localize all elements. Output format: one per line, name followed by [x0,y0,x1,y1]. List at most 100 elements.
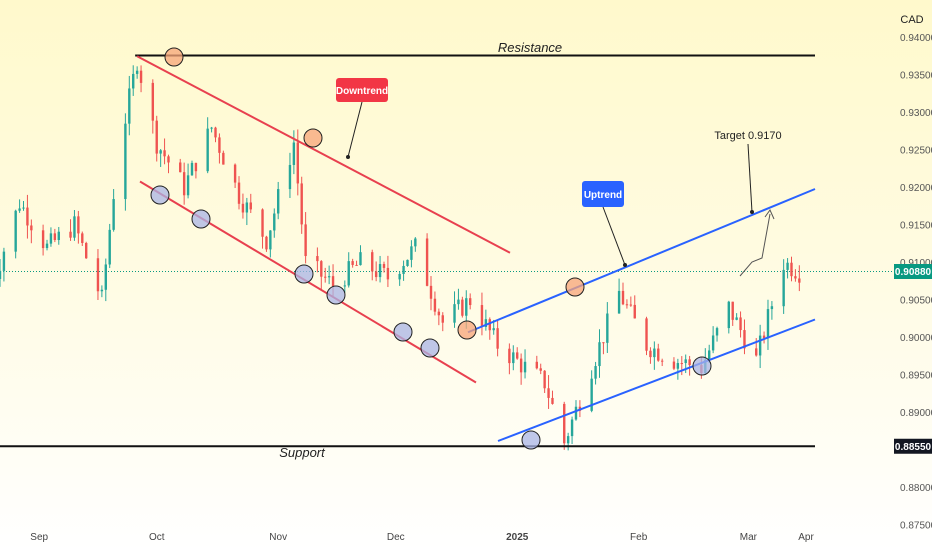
resistance-label: Resistance [498,40,562,55]
candle-body [606,313,609,343]
candle-body [739,317,742,331]
touch-circle-resistance [457,320,477,340]
candle-body [731,301,734,320]
candle-body [49,233,53,244]
candle-body [69,231,72,238]
candle-body [222,152,225,165]
candle-body [167,156,170,163]
uptrend-upper-line [467,188,816,334]
candle-body [355,264,358,266]
candle-body [273,213,276,231]
candle-body [468,298,472,306]
candle-body [735,317,738,320]
x-tick-label: Dec [387,532,405,543]
candle-body [73,216,76,238]
support-label: Support [279,445,326,460]
candle-body [300,183,303,225]
candle-body [249,202,252,210]
candle-body [790,262,793,277]
downtrend-badge-label: Downtrend [336,86,388,97]
candle-body [484,319,488,327]
candle-body [128,88,131,124]
candle-body [104,264,107,290]
touch-circle-support [420,338,440,358]
candle-body [237,182,241,204]
candle-body [602,342,605,344]
candle-body [535,361,539,369]
target-pointer-dot [750,210,754,214]
candle-body [574,406,578,420]
candle-body [276,189,280,214]
candle-body [182,172,186,196]
candle-body [22,207,25,209]
uptrend-lower-line [497,318,816,442]
touch-circle-support [191,209,211,229]
touch-circle-resistance [565,277,585,297]
candle-body [480,305,484,327]
candle-body [135,70,139,74]
candle-body [2,251,6,271]
candle-body [657,348,660,361]
touch-circle-support [326,285,346,305]
candle-body [551,397,554,404]
annotations-group: Resistance Support Downtrend Uptrend Tar… [279,40,781,460]
candle-body [621,290,625,305]
candle-body [590,378,593,411]
candle-body [547,388,550,398]
uptrend-badge-label: Uptrend [584,190,622,201]
downtrend-badge: Downtrend [336,78,388,102]
candle-body [359,252,362,266]
candle-body [457,299,460,305]
candle-body [304,224,307,257]
candle-body [492,328,495,331]
downtrend-pointer-dot [346,155,350,159]
candle-body [210,127,213,129]
x-tick-label: Mar [740,532,758,543]
candles-group [0,65,801,451]
candle-body [324,276,327,278]
candle-body [85,242,88,259]
candle-body [708,350,711,360]
candle-body [81,233,84,243]
projection-path [739,213,771,277]
candle-body [441,315,444,323]
touch-circle-resistance [164,47,184,67]
x-tick-label: Oct [149,532,165,543]
candle-body [151,82,155,121]
price-tag-bg [894,264,932,279]
candle-body [327,276,331,278]
candle-body [743,330,746,349]
candle-body [292,142,296,165]
uptrend-pointer-dot [623,263,627,267]
candle-body [77,216,80,234]
candle-body [625,304,629,306]
touch-circle-support [294,264,314,284]
candle-body [265,236,268,250]
candle-body [214,127,217,138]
currency-label: CAD [900,14,923,26]
trend-lines-group [0,54,816,448]
candle-body [649,350,652,358]
candle-body [672,361,676,369]
projection-arrowhead [764,208,775,220]
touch-circle-support [393,322,413,342]
x-tick-label: 2025 [506,532,529,543]
price-tag-label: 0.90880 [895,267,932,278]
candle-body [386,267,390,280]
uptrend-pointer [602,206,626,266]
candle-body [296,142,299,184]
candle-body [798,278,801,283]
candle-body [508,348,511,364]
candle-body [496,328,499,349]
time-axis[interactable]: Sep Oct Nov Dec 2025 Feb Mar Apr [30,532,814,543]
